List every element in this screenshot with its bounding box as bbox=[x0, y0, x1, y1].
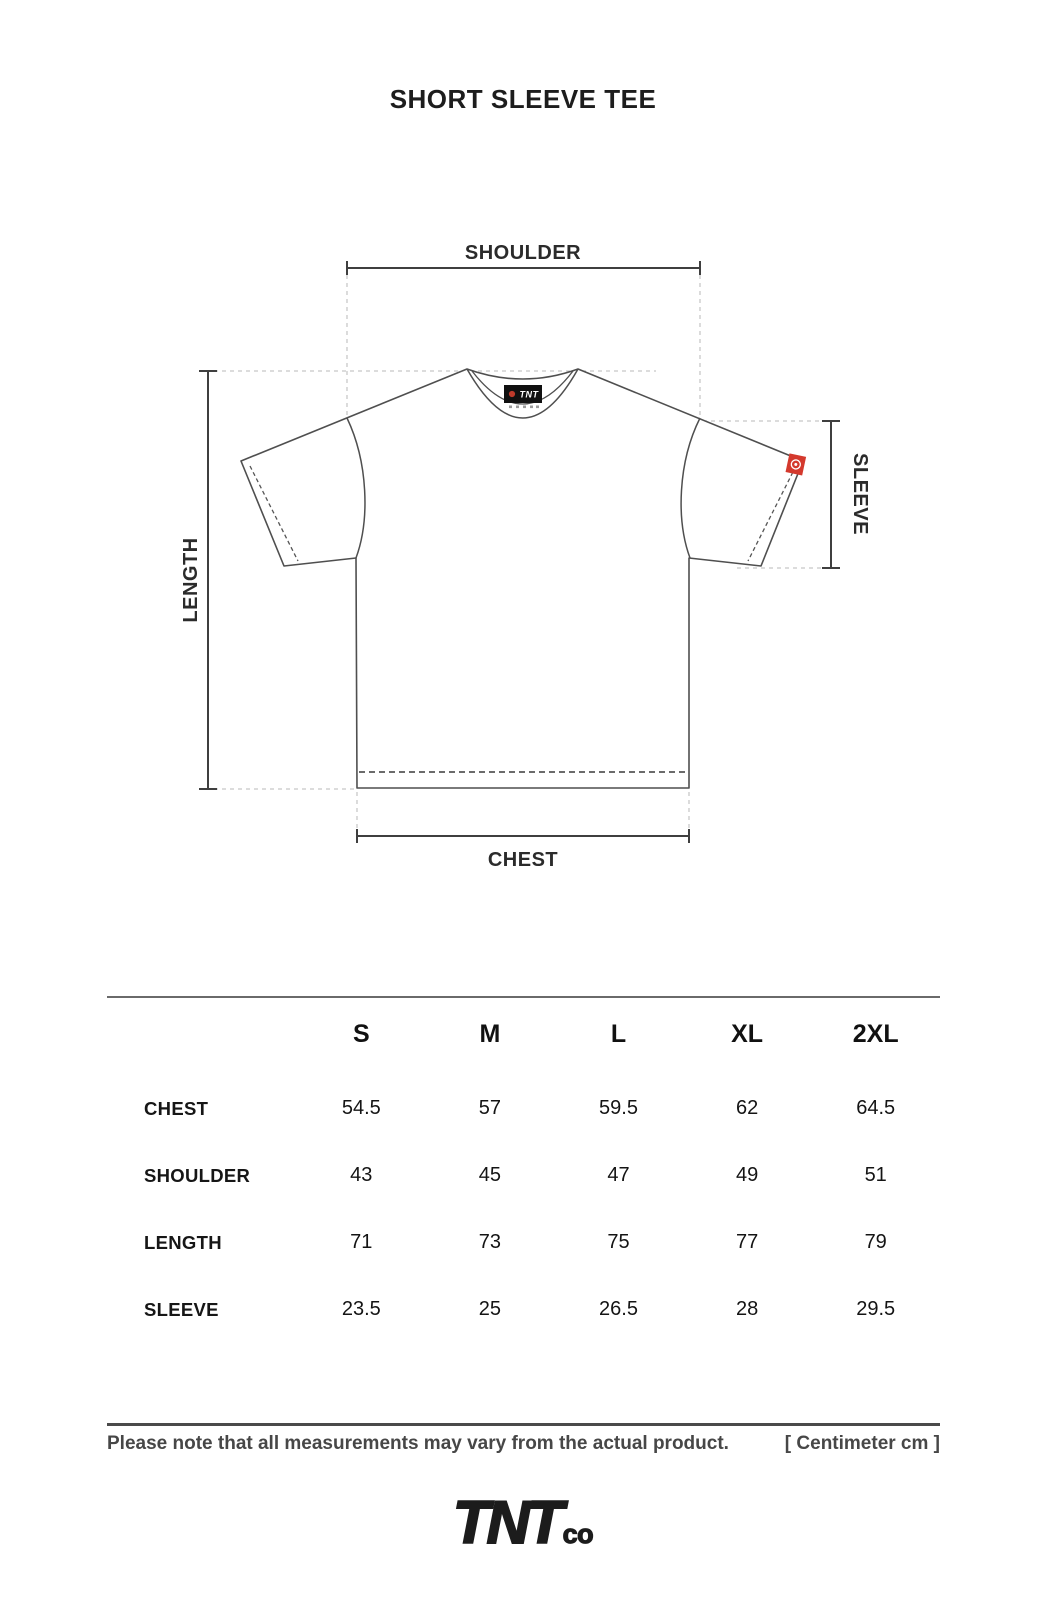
measurement-value: 25 bbox=[478, 1298, 502, 1320]
measurement-disclaimer: Please note that all measurements may va… bbox=[107, 1433, 729, 1454]
sleeve-seam-right bbox=[747, 465, 797, 562]
footer-rule bbox=[107, 1423, 940, 1426]
footer-note-row: Please note that all measurements may va… bbox=[107, 1433, 940, 1454]
row-label: LENGTH bbox=[144, 1231, 222, 1253]
size-column-header: S bbox=[352, 1019, 370, 1048]
measurement-value: 64.5 bbox=[856, 1097, 896, 1119]
table-row-chest: CHEST 54.5 57 59.5 62 64.5 bbox=[107, 1075, 940, 1142]
table-top-rule bbox=[107, 996, 940, 998]
measurement-value: 75 bbox=[607, 1231, 630, 1253]
shoulder-dimension-label: SHOULDER bbox=[465, 242, 581, 264]
measurement-value: 59.5 bbox=[599, 1097, 638, 1119]
measurement-value: 71 bbox=[350, 1231, 373, 1253]
measurement-value: 73 bbox=[478, 1231, 502, 1253]
neck-label-subtext bbox=[509, 405, 539, 409]
armhole-right bbox=[680, 417, 701, 559]
size-column-header: M bbox=[479, 1019, 501, 1048]
dimension-shoulder bbox=[346, 261, 701, 275]
sleeve-tag bbox=[785, 453, 807, 476]
sleeve-tag-logo-icon bbox=[790, 459, 801, 470]
length-dimension-label: LENGTH bbox=[180, 537, 202, 622]
tshirt-drawing: TNT bbox=[240, 368, 807, 789]
size-table-header-row: S M L XL 2XL bbox=[107, 1006, 940, 1062]
tee-measurement-diagram: TNT SHOULDER bbox=[180, 242, 871, 871]
measurement-value: 49 bbox=[735, 1164, 759, 1186]
measurement-value: 79 bbox=[864, 1231, 887, 1253]
size-column-header: 2XL bbox=[852, 1019, 899, 1048]
measurement-value: 28 bbox=[735, 1298, 759, 1320]
size-column-header: L bbox=[610, 1019, 627, 1048]
brand-logo-main: TNT bbox=[452, 1489, 565, 1556]
measurement-value: 51 bbox=[864, 1164, 887, 1186]
measurement-value: 26.5 bbox=[599, 1298, 638, 1320]
row-label: SLEEVE bbox=[144, 1298, 219, 1320]
measurement-value: 62 bbox=[735, 1097, 759, 1119]
sleeve-seam-left bbox=[249, 465, 299, 562]
measurement-value: 77 bbox=[735, 1231, 759, 1253]
dimension-chest bbox=[356, 829, 690, 843]
sleeve-dimension-label: SLEEVE bbox=[849, 453, 871, 535]
measurement-value: 54.5 bbox=[341, 1097, 381, 1119]
row-label: CHEST bbox=[144, 1097, 209, 1119]
brand-logo-suffix: co bbox=[562, 1519, 594, 1549]
armhole-left bbox=[346, 417, 366, 559]
table-row-length: LENGTH 71 73 75 77 79 bbox=[107, 1209, 940, 1276]
page-title: SHORT SLEEVE TEE bbox=[389, 84, 657, 114]
collar-inner-arc bbox=[471, 370, 574, 405]
dimension-length bbox=[199, 370, 217, 790]
measurement-value: 23.5 bbox=[341, 1298, 381, 1320]
chest-dimension-label: CHEST bbox=[488, 849, 558, 871]
collar-outer-arc bbox=[466, 368, 579, 419]
table-row-shoulder: SHOULDER 43 45 47 49 51 bbox=[107, 1142, 940, 1209]
measurement-value: 57 bbox=[478, 1097, 502, 1119]
measurement-value: 45 bbox=[478, 1164, 502, 1186]
neck-label-dot-icon bbox=[508, 390, 516, 398]
neck-label: TNT bbox=[504, 385, 542, 409]
measurement-value: 43 bbox=[350, 1164, 373, 1186]
dimension-sleeve bbox=[822, 420, 840, 569]
size-column-header: XL bbox=[731, 1019, 764, 1048]
size-table: S M L XL 2XL CHEST 54.5 57 59.5 62 64.5 … bbox=[107, 1006, 940, 1343]
measurement-value: 47 bbox=[607, 1164, 630, 1186]
row-label: SHOULDER bbox=[144, 1164, 251, 1186]
measurement-value: 29.5 bbox=[856, 1298, 896, 1320]
table-row-sleeve: SLEEVE 23.5 25 26.5 28 29.5 bbox=[107, 1276, 940, 1343]
tshirt-silhouette bbox=[240, 368, 804, 789]
brand-logo: TNT co bbox=[0, 1489, 1046, 1556]
neck-label-brand: TNT bbox=[520, 390, 540, 400]
unit-indicator: [ Centimeter cm ] bbox=[784, 1433, 940, 1454]
